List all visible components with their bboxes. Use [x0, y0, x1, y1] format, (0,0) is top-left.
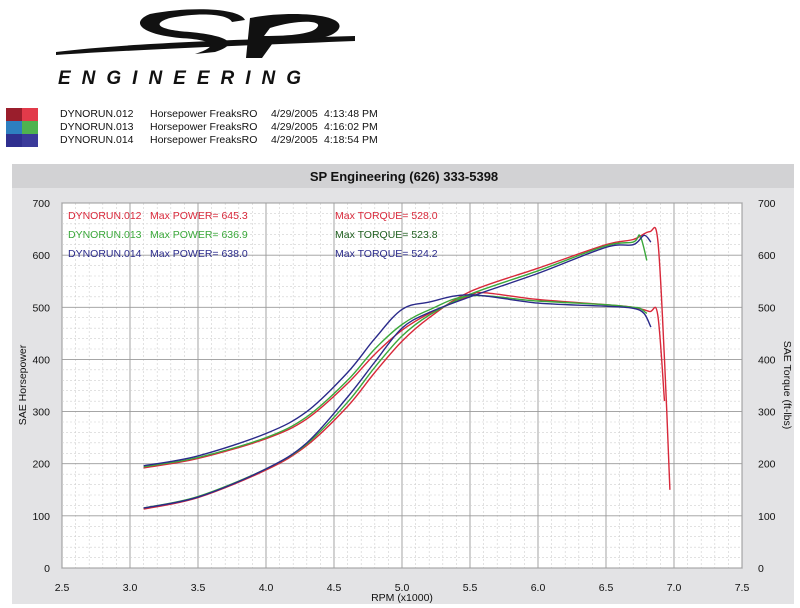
annotation-run: DYNORUN.012 [68, 210, 142, 222]
annotation-max-power: Max POWER= 645.3 [150, 210, 248, 222]
annotation-max-torque: Max TORQUE= 524.2 [335, 248, 438, 260]
run-description: Horsepower FreaksRO [150, 121, 258, 133]
y-tick-label-right: 100 [758, 511, 776, 523]
legend-row: DYNORUN.013 Horsepower FreaksRO 4/29/200… [0, 121, 800, 135]
logo-swoosh [56, 9, 355, 58]
x-tick-label: 6.0 [531, 582, 546, 594]
annotations: DYNORUN.012 Max POWER= 645.3 Max TORQUE=… [68, 210, 438, 260]
annotation-max-power: Max POWER= 636.9 [150, 229, 248, 241]
y-tick-label-right: 700 [758, 198, 776, 210]
annotation-max-torque: Max TORQUE= 528.0 [335, 210, 438, 222]
run-name: DYNORUN.014 [60, 134, 134, 146]
x-tick-label: 2.5 [55, 582, 70, 594]
x-tick-label: 7.0 [667, 582, 682, 594]
run-date: 4/29/2005 [271, 121, 318, 133]
x-tick-label: 7.5 [735, 582, 750, 594]
y-tick-label-left: 400 [32, 354, 50, 366]
x-tick-label: 6.5 [599, 582, 614, 594]
y-tick-label-right: 200 [758, 459, 776, 471]
run-name: DYNORUN.012 [60, 108, 134, 120]
y-tick-label-right: 400 [758, 354, 776, 366]
title-bar [12, 164, 794, 188]
sp-engineering-logo: ENGINEERING [56, 9, 355, 89]
horsepower-line [143, 234, 652, 509]
horsepower-line [143, 226, 671, 510]
y-tick-label-left: 100 [32, 511, 50, 523]
run-color-swatch [6, 121, 38, 134]
y-tick-label-left: 300 [32, 407, 50, 419]
y-tick-label-left: 0 [44, 563, 50, 575]
x-tick-label: 3.0 [123, 582, 138, 594]
run-date: 4/29/2005 [271, 134, 318, 146]
run-date: 4/29/2005 [271, 108, 318, 120]
run-time: 4:16:02 PM [324, 121, 378, 133]
annotation-run: DYNORUN.014 [68, 248, 142, 260]
series-lines [143, 226, 671, 510]
y-tick-label-right: 500 [758, 302, 776, 314]
x-tick-label: 5.0 [395, 582, 410, 594]
chart-title: SP Engineering (626) 333-5398 [310, 169, 498, 184]
logo-wordmark: ENGINEERING [58, 68, 312, 89]
y-tick-label-left: 700 [32, 198, 50, 210]
y-axis-label-right: SAE Torque (ft-lbs) [781, 341, 793, 430]
x-tick-label: 5.5 [463, 582, 478, 594]
run-time: 4:18:54 PM [324, 134, 378, 146]
legend-row: DYNORUN.012 Horsepower FreaksRO 4/29/200… [0, 108, 800, 122]
run-time: 4:13:48 PM [324, 108, 378, 120]
x-tick-label: 4.0 [259, 582, 274, 594]
run-description: Horsepower FreaksRO [150, 108, 258, 120]
y-axis-label-left: SAE Horsepower [17, 344, 29, 425]
y-tick-label-right: 300 [758, 407, 776, 419]
grid [61, 202, 743, 569]
y-tick-label-right: 600 [758, 250, 776, 262]
annotation-max-torque: Max TORQUE= 523.8 [335, 229, 438, 241]
x-tick-label: 3.5 [191, 582, 206, 594]
legend-row: DYNORUN.014 Horsepower FreaksRO 4/29/200… [0, 134, 800, 148]
axis-ticks: 2.5 3.0 3.5 4.0 4.5 5.0 5.5 6.0 6.5 7.0 7.5 0 0 100 10… [32, 198, 775, 594]
y-tick-label-left: 500 [32, 302, 50, 314]
x-axis-label: RPM (x1000) [371, 592, 433, 604]
torque-line [143, 294, 652, 467]
torque-line [143, 294, 648, 468]
x-tick-label: 4.5 [327, 582, 342, 594]
annotation-max-power: Max POWER= 638.0 [150, 248, 248, 260]
run-color-swatch [6, 108, 38, 121]
y-tick-label-right: 0 [758, 563, 764, 575]
run-description: Horsepower FreaksRO [150, 134, 258, 146]
y-tick-label-left: 200 [32, 459, 50, 471]
annotation-run: DYNORUN.013 [68, 229, 142, 241]
run-color-swatch [6, 134, 38, 147]
run-name: DYNORUN.013 [60, 121, 134, 133]
y-tick-label-left: 600 [32, 250, 50, 262]
